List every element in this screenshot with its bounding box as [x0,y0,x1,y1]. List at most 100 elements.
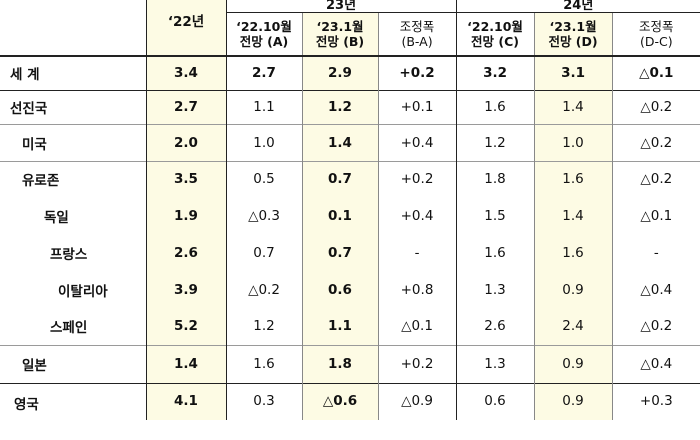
cell-2022: 3.4 [145,55,226,90]
cell-24-oct: 1.5 [455,197,535,234]
cell-2022: 5.2 [145,308,226,345]
cell-23-oct: 1.2 [225,308,302,345]
cell-24-adj: △0.1 [611,55,700,90]
cell-24-jan: 0.9 [533,344,613,383]
cell-24-adj: - [611,234,700,271]
cell-23-adj: +0.2 [377,344,457,383]
cell-24-oct: 1.8 [455,160,535,197]
header-year-22: ‘22년 [145,0,226,56]
cell-24-oct: 1.6 [455,89,535,124]
cell-2022: 3.9 [145,271,226,308]
cell-24-oct: 3.2 [455,55,535,90]
header-24-adjustment: 조정폭 (D-C) [611,12,700,56]
row-label: 일본 [0,344,146,383]
cell-24-oct: 1.3 [455,271,535,308]
header-group-24: 24년 [455,0,700,13]
cell-23-adj: +0.4 [377,197,457,234]
cell-24-adj: △0.4 [611,271,700,308]
header-23-oct-forecast: ‘22.10월 전망 (A) [225,12,302,56]
cell-24-adj: △0.2 [611,160,700,197]
cell-23-jan: 1.2 [301,89,378,124]
table-row-eurozone: 유로존 3.5 0.5 0.7 +0.2 1.8 1.6 △0.2 [0,160,700,197]
cell-23-oct: 0.7 [225,234,302,271]
row-label: 선진국 [0,89,146,124]
cell-23-adj: △0.9 [377,382,457,420]
cell-2022: 2.6 [145,234,226,271]
cell-24-oct: 0.6 [455,382,535,420]
header-24-oct-forecast: ‘22.10월 전망 (C) [455,12,535,56]
cell-23-adj: +0.2 [377,160,457,197]
cell-24-adj: △0.2 [611,308,700,345]
cell-24-jan: 1.4 [533,197,613,234]
cell-23-oct: 1.0 [225,123,302,161]
row-label: 영국 [0,382,146,420]
cell-24-adj: +0.3 [611,382,700,420]
cell-2022: 4.1 [145,382,226,420]
cell-24-jan: 1.0 [533,123,613,161]
cell-23-jan: 0.7 [301,160,378,197]
cell-24-adj: △0.4 [611,344,700,383]
cell-23-jan: 1.1 [301,308,378,345]
cell-24-jan: 3.1 [533,55,613,90]
table-row-usa: 미국 2.0 1.0 1.4 +0.4 1.2 1.0 △0.2 [0,123,700,161]
cell-24-jan: 1.6 [533,234,613,271]
row-label: 독일 [44,209,69,226]
row-label: 프랑스 [50,246,88,263]
header-corner [0,0,146,56]
cell-23-oct: 1.6 [225,344,302,383]
cell-23-oct: △0.3 [225,197,302,234]
table-row-italy: 이탈리아 3.9 △0.2 0.6 +0.8 1.3 0.9 △0.4 [0,271,700,308]
table-row-japan: 일본 1.4 1.6 1.8 +0.2 1.3 0.9 △0.4 [0,344,700,383]
cell-23-adj: +0.4 [377,123,457,161]
cell-23-oct: 0.3 [225,382,302,420]
cell-2022: 3.5 [145,160,226,197]
header-23-adjustment: 조정폭 (B-A) [377,12,457,56]
table-row-france: 프랑스 2.6 0.7 0.7 - 1.6 1.6 - [0,234,700,271]
cell-24-jan: 0.9 [533,382,613,420]
cell-2022: 2.7 [145,89,226,124]
row-label: 유로존 [0,160,146,197]
cell-24-oct: 1.3 [455,344,535,383]
cell-23-adj: - [377,234,457,271]
cell-24-jan: 2.4 [533,308,613,345]
cell-2022: 1.9 [145,197,226,234]
cell-23-jan: 1.8 [301,344,378,383]
cell-23-jan: 1.4 [301,123,378,161]
cell-23-oct: 0.5 [225,160,302,197]
cell-23-adj: +0.2 [377,55,457,90]
growth-forecast-table: ‘22년 23년 24년 ‘22.10월 전망 (A) ‘23.1월 전망 (B) … [0,0,700,420]
header-23-jan-forecast: ‘23.1월 전망 (B) [301,12,378,56]
header-group-23: 23년 [225,0,457,13]
table-row-uk: 영국 4.1 0.3 △0.6 △0.9 0.6 0.9 +0.3 [0,382,700,420]
cell-23-jan: 0.1 [301,197,378,234]
cell-2022: 1.4 [145,344,226,383]
cell-24-jan: 1.4 [533,89,613,124]
cell-24-adj: △0.2 [611,123,700,161]
cell-24-jan: 1.6 [533,160,613,197]
cell-24-adj: △0.2 [611,89,700,124]
table-row-world: 세 계 3.4 2.7 2.9 +0.2 3.2 3.1 △0.1 [0,55,700,90]
table-row-germany: 독일 1.9 △0.3 0.1 +0.4 1.5 1.4 △0.1 [0,197,700,234]
cell-24-adj: △0.1 [611,197,700,234]
cell-2022: 2.0 [145,123,226,161]
cell-24-oct: 1.6 [455,234,535,271]
table-row-advanced: 선진국 2.7 1.1 1.2 +0.1 1.6 1.4 △0.2 [0,89,700,124]
row-label: 이탈리아 [58,283,108,300]
cell-23-jan: 2.9 [301,55,378,90]
cell-23-adj: +0.8 [377,271,457,308]
row-label: 미국 [0,123,146,161]
table-row-spain: 스페인 5.2 1.2 1.1 △0.1 2.6 2.4 △0.2 [0,308,700,345]
cell-23-jan: △0.6 [301,382,378,420]
cell-23-oct: 1.1 [225,89,302,124]
cell-24-jan: 0.9 [533,271,613,308]
cell-23-jan: 0.6 [301,271,378,308]
cell-23-jan: 0.7 [301,234,378,271]
cell-23-adj: +0.1 [377,89,457,124]
header-24-jan-forecast: ‘23.1월 전망 (D) [533,12,613,56]
cell-23-adj: △0.1 [377,308,457,345]
cell-24-oct: 1.2 [455,123,535,161]
cell-23-oct: △0.2 [225,271,302,308]
cell-23-oct: 2.7 [225,55,302,90]
row-label: 스페인 [50,320,88,337]
cell-24-oct: 2.6 [455,308,535,345]
